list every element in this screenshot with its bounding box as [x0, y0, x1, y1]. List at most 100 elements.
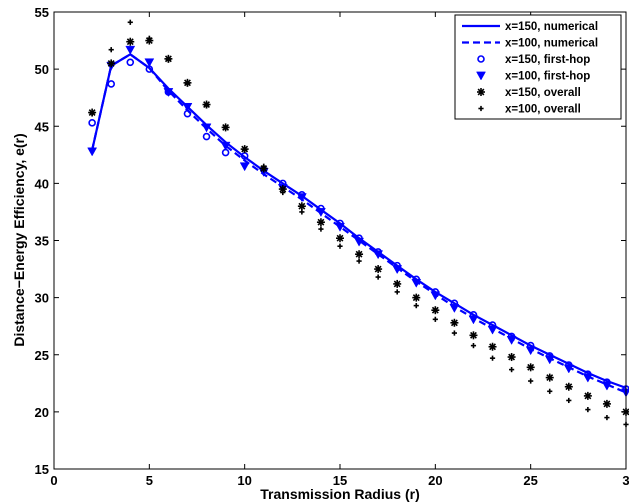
data-point — [318, 226, 324, 232]
x-tick-label: 5 — [146, 473, 153, 488]
data-point — [602, 399, 611, 408]
data-point — [337, 243, 343, 249]
series-layer — [87, 19, 629, 428]
data-point — [394, 289, 400, 295]
legend-item-x-150-first-hop: x=150, first-hop — [477, 54, 590, 66]
data-point — [239, 162, 250, 172]
legend-marker-sample — [476, 71, 486, 81]
legend-label: x=150, overall — [505, 87, 581, 99]
x-tick-label: 10 — [237, 473, 251, 488]
data-point — [126, 37, 135, 46]
data-point — [564, 382, 573, 391]
data-point — [182, 102, 193, 112]
ticks-layer: 0 5 10 15 20 25 3 15 20 25 30 35 40 45 50 55 — [35, 5, 629, 488]
legend-item-x-100-first-hop: x=100, first-hop — [476, 71, 590, 83]
legend-item-x-100-overall: x=100, overall — [478, 104, 581, 116]
legend-items: x=150, numerical x=100, numerical x=150, f… — [462, 21, 598, 116]
data-point — [201, 123, 212, 133]
y-tick-label: 35 — [35, 234, 49, 249]
data-point — [547, 388, 553, 394]
y-tick-label: 25 — [35, 348, 49, 363]
x-tick-label: 25 — [523, 473, 537, 488]
data-point — [163, 88, 174, 97]
data-point — [89, 111, 95, 117]
x-tick-label: 0 — [50, 473, 57, 488]
data-point — [469, 331, 478, 340]
legend-marker-sample — [477, 88, 485, 96]
data-point — [507, 353, 516, 362]
data-point — [108, 47, 114, 53]
data-point — [506, 336, 517, 345]
data-point — [223, 124, 229, 130]
legend-item-x-150-numerical: x=150, numerical — [462, 21, 598, 33]
data-point — [374, 265, 383, 274]
data-point — [373, 250, 384, 260]
x-tick-label: 15 — [333, 473, 347, 488]
y-tick-label: 15 — [35, 462, 49, 477]
data-point — [336, 234, 344, 243]
data-point — [107, 80, 115, 88]
y-tick-label: 30 — [35, 291, 49, 306]
data-point — [297, 202, 306, 211]
legend: x=150, numerical x=100, numerical x=150, f… — [454, 14, 622, 120]
series-x-100-overall — [89, 19, 629, 428]
legend-item-x-100-numerical: x=100, numerical — [462, 38, 598, 50]
data-point — [545, 373, 554, 382]
data-point — [355, 250, 364, 259]
data-point — [88, 119, 96, 127]
x-tick-label: 20 — [428, 473, 442, 488]
y-tick-label: 55 — [35, 5, 49, 20]
legend-box — [454, 14, 622, 120]
data-point — [392, 265, 403, 275]
legend-marker-sample — [477, 55, 485, 63]
data-point — [146, 35, 152, 41]
y-tick-label: 40 — [35, 176, 49, 191]
data-point — [470, 343, 477, 349]
data-point — [144, 58, 155, 68]
data-point — [296, 193, 307, 203]
y-tick-label: 50 — [35, 62, 49, 77]
legend-item-x-150-overall: x=150, overall — [477, 87, 581, 99]
data-point — [375, 274, 381, 280]
data-point — [220, 141, 231, 151]
data-point — [487, 325, 498, 335]
data-point — [203, 103, 210, 109]
data-point — [528, 378, 534, 384]
data-point — [451, 330, 457, 336]
series-line-x-100-numerical — [91, 52, 627, 394]
data-point — [525, 346, 536, 356]
data-point — [354, 237, 364, 247]
data-point — [488, 342, 497, 351]
data-point — [202, 132, 211, 141]
data-point — [413, 303, 419, 309]
data-point — [393, 279, 402, 288]
data-point — [526, 363, 535, 372]
data-point — [583, 391, 592, 400]
data-point — [585, 406, 591, 413]
data-point — [430, 291, 441, 301]
data-point — [602, 381, 612, 391]
legend-label: x=150, first-hop — [505, 54, 590, 66]
legend-marker-sample — [478, 105, 484, 112]
series-x-100-numerical — [91, 52, 627, 394]
data-point — [509, 367, 515, 373]
data-point — [107, 59, 116, 68]
x-tick-label: 3 — [622, 473, 629, 488]
data-point — [582, 373, 593, 383]
data-point — [431, 306, 440, 315]
data-point — [449, 304, 460, 313]
data-point — [165, 57, 171, 63]
data-point — [126, 58, 135, 67]
data-point — [280, 189, 286, 196]
data-point — [489, 355, 496, 361]
legend-label: x=100, numerical — [505, 38, 598, 50]
data-point — [563, 364, 574, 374]
data-point — [87, 147, 98, 157]
data-point — [412, 293, 421, 302]
y-tick-label: 45 — [35, 119, 49, 134]
data-point — [125, 45, 136, 55]
data-point — [566, 397, 572, 404]
data-point — [316, 218, 325, 227]
legend-label: x=100, first-hop — [505, 71, 590, 83]
data-point — [335, 222, 345, 232]
